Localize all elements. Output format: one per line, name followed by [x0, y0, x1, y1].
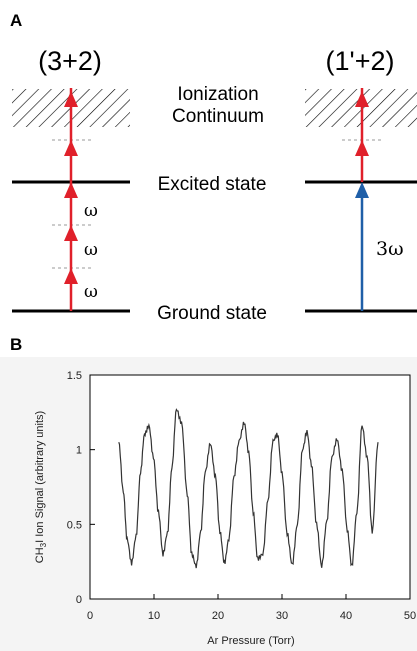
y-axis-title-suffix: I Ion Signal (arbitrary units) [34, 411, 46, 543]
scheme-right-title: (1'+2) [326, 46, 395, 76]
y-axis-title-subscript: 3 [39, 542, 48, 547]
y-tick-label: 1.5 [67, 370, 82, 382]
x-tick-label: 50 [404, 610, 416, 622]
y-tick-label: 0 [76, 594, 82, 606]
ion-signal-series [118, 408, 379, 569]
x-tick-label: 20 [212, 610, 224, 622]
panel-a-letter: A [10, 11, 22, 30]
arrow-head-left-4 [64, 140, 78, 156]
continuum-label-line1: Ionization [177, 84, 258, 105]
arrow-head-left-1 [64, 268, 78, 284]
arrow-head-right-2 [355, 91, 369, 107]
y-axis-ticks: 0 0.5 1 1.5 [67, 370, 95, 606]
plot-frame [89, 374, 411, 600]
continuum-label-line2: Continuum [172, 106, 264, 127]
scheme-left-title: (3+2) [38, 46, 102, 76]
x-axis-ticks: 0 10 20 30 40 50 [87, 594, 416, 622]
omega-label-1: ω [84, 201, 98, 221]
excited-state-label: Excited state [158, 174, 267, 195]
y-tick-label: 0.5 [67, 519, 82, 531]
y-axis-title: CH3I Ion Signal (arbitrary units) [34, 411, 48, 563]
arrow-head-left-2 [64, 225, 78, 241]
y-axis-title-prefix: CH [34, 547, 46, 563]
x-tick-label: 40 [340, 610, 352, 622]
panel-b-letter: B [10, 335, 22, 354]
red-photon-arrows-left [64, 88, 78, 311]
arrow-head-left-5 [64, 91, 78, 107]
omega-label-2: ω [84, 240, 98, 260]
omega-label-3: ω [84, 282, 98, 302]
arrow-head-right-1 [355, 140, 369, 156]
arrow-head-left-3 [64, 182, 78, 198]
blue-arrow-head [355, 182, 369, 198]
x-tick-label: 0 [87, 610, 93, 622]
photon-arrows-right [355, 88, 369, 311]
x-tick-label: 30 [276, 610, 288, 622]
x-tick-label: 10 [148, 610, 160, 622]
ground-state-label: Ground state [157, 303, 267, 324]
x-axis-title: Ar Pressure (Torr) [207, 635, 294, 647]
y-tick-label: 1 [76, 445, 82, 457]
three-omega-label: 3ω [376, 238, 404, 260]
